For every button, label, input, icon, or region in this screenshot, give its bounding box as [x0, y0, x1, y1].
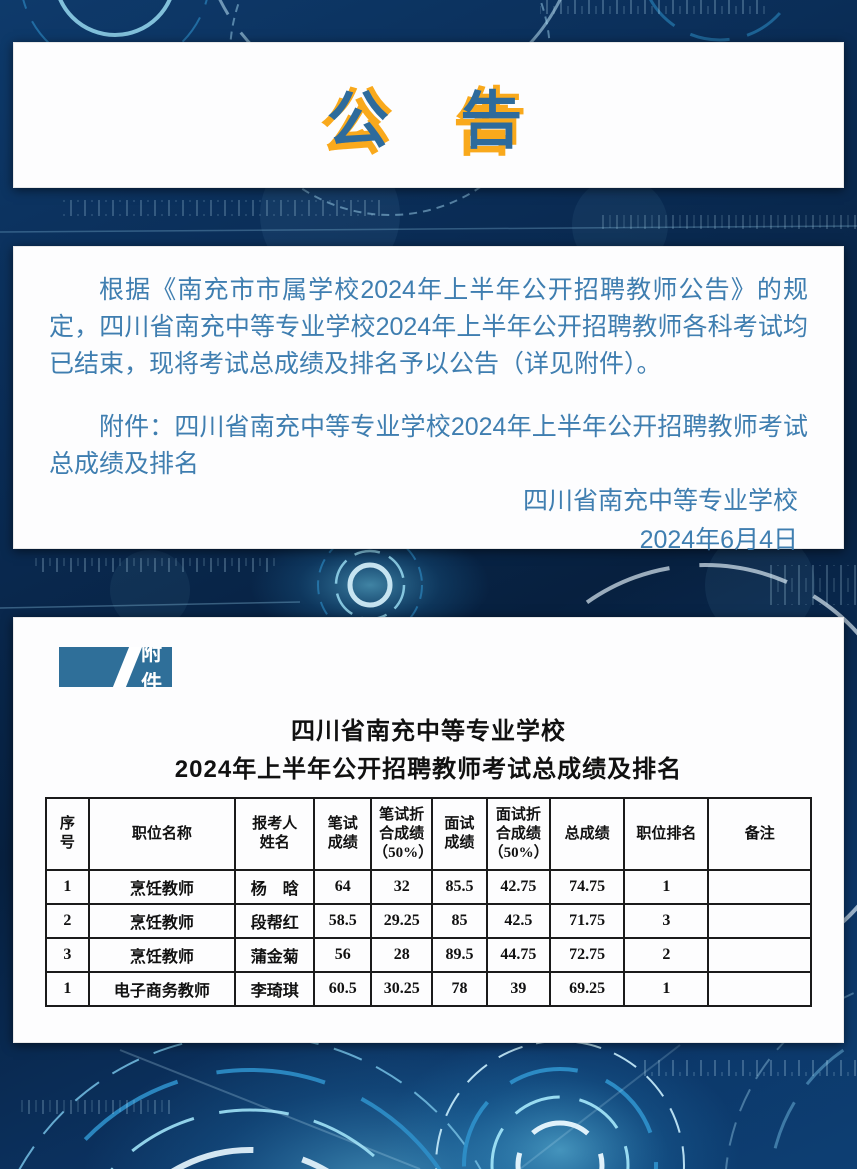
- table-cell: [707, 869, 812, 905]
- table-cell: 71.75: [549, 903, 626, 939]
- announcement-title: 公 告: [326, 87, 531, 156]
- table-row: 3 烹饪教师 蒲金菊 56 28 89.5 44.75 72.75 2: [45, 937, 812, 973]
- table-title-line2: 2024年上半年公开招聘教师考试总成绩及排名: [174, 756, 683, 783]
- attachment-card: 附件 四川省南充中等专业学校 2024年上半年公开招聘教师考试总成绩及排名 序 …: [13, 617, 844, 1043]
- table-cell: 3: [45, 937, 90, 973]
- table-cell: 58.5: [313, 903, 373, 939]
- table-header-cell: 序 号: [45, 797, 90, 871]
- table-header-row: 序 号职位名称 报考人 姓名 笔试 成绩 笔试折 合成绩 （50%） 面试 成绩 面试折 …: [45, 797, 812, 871]
- notice-paragraph-1: 根据《南充市市属学校2024年上半年公开招聘教师公告》的规定，四川省南充中等专业…: [49, 276, 808, 378]
- table-row: 2 烹饪教师 段帮红 58.5 29.25 85 42.5 71.75 3: [45, 903, 812, 939]
- table-cell: 60.5: [313, 971, 373, 1007]
- table-cell: [707, 903, 812, 939]
- table-cell: 29.25: [370, 903, 434, 939]
- table-cell: 烹饪教师: [87, 903, 236, 939]
- attachment-label: 附件: [59, 647, 172, 687]
- table-cell: 2: [45, 903, 90, 939]
- table-cell: 32: [370, 869, 434, 905]
- notice-date: 2024年6月4日: [639, 526, 798, 554]
- table-cell: 李琦琪: [233, 971, 316, 1007]
- table-header-cell: 笔试 成绩: [313, 797, 373, 871]
- table-cell: 72.75: [549, 937, 626, 973]
- table-row: 1 烹饪教师杨 晗 64 32 85.5 42.75 74.75 1: [45, 869, 812, 905]
- table-cell: 1: [623, 869, 710, 905]
- table-cell: 30.25: [370, 971, 434, 1007]
- table-cell: 杨 晗: [233, 869, 316, 905]
- results-table: 序 号职位名称 报考人 姓名 笔试 成绩 笔试折 合成绩 （50%） 面试 成绩 面试折 …: [45, 797, 812, 1007]
- table-cell: 85: [431, 903, 488, 939]
- table-cell: 段帮红: [233, 903, 316, 939]
- table-cell: 56: [313, 937, 373, 973]
- table-cell: 烹饪教师: [87, 869, 236, 905]
- table-cell: 蒲金菊: [233, 937, 316, 973]
- table-cell: [707, 971, 812, 1007]
- table-cell: 85.5: [431, 869, 488, 905]
- table-cell: 89.5: [431, 937, 488, 973]
- table-cell: 39: [485, 971, 552, 1007]
- table-row: 1 电子商务教师 李琦琪 60.5 30.25 78 39 69.25 1: [45, 971, 812, 1007]
- table-header-cell: 面试 成绩: [431, 797, 488, 871]
- notice-card: 根据《南充市市属学校2024年上半年公开招聘教师公告》的规定，四川省南充中等专业…: [13, 246, 844, 554]
- table-header-cell: 报考人 姓名: [233, 797, 316, 871]
- table-header-cell: 总成绩: [549, 797, 626, 871]
- table-cell: 42.5: [485, 903, 552, 939]
- table-cell: 1: [623, 971, 710, 1007]
- table-cell: 1: [45, 869, 90, 905]
- table-header-cell: 备注: [707, 797, 812, 871]
- table-cell: 78: [431, 971, 488, 1007]
- table-cell: 1: [45, 971, 90, 1007]
- table-cell: 42.75: [485, 869, 552, 905]
- results-table-body: 1 烹饪教师杨 晗 64 32 85.5 42.75 74.75 1 2 烹饪教师 段帮红 58.5 2…: [45, 869, 812, 1007]
- table-header-cell: 面试折 合成绩 （50%）: [485, 797, 552, 871]
- table-cell: 28: [370, 937, 434, 973]
- notice-paragraph-2: 附件：四川省南充中等专业学校2024年上半年公开招聘教师考试总成绩及排名: [49, 413, 808, 478]
- table-title-line1: 四川省南充中等专业学校: [291, 718, 566, 745]
- notice-signature: 四川省南充中等专业学校: [522, 487, 798, 515]
- table-cell: 74.75: [549, 869, 626, 905]
- attachment-label-text: 附件: [141, 647, 165, 687]
- table-header-cell: 笔试折 合成绩 （50%）: [370, 797, 434, 871]
- table-cell: [707, 937, 812, 973]
- table-cell: 64: [313, 869, 373, 905]
- table-cell: 69.25: [549, 971, 626, 1007]
- table-cell: 2: [623, 937, 710, 973]
- table-header-cell: 职位名称: [87, 797, 236, 871]
- table-cell: 3: [623, 903, 710, 939]
- slash-decoration-icon: [110, 647, 145, 687]
- banner-card: 公 告: [13, 42, 844, 188]
- table-cell: 44.75: [485, 937, 552, 973]
- table-header-cell: 职位排名: [623, 797, 710, 871]
- table-cell: 电子商务教师: [87, 971, 236, 1007]
- table-cell: 烹饪教师: [87, 937, 236, 973]
